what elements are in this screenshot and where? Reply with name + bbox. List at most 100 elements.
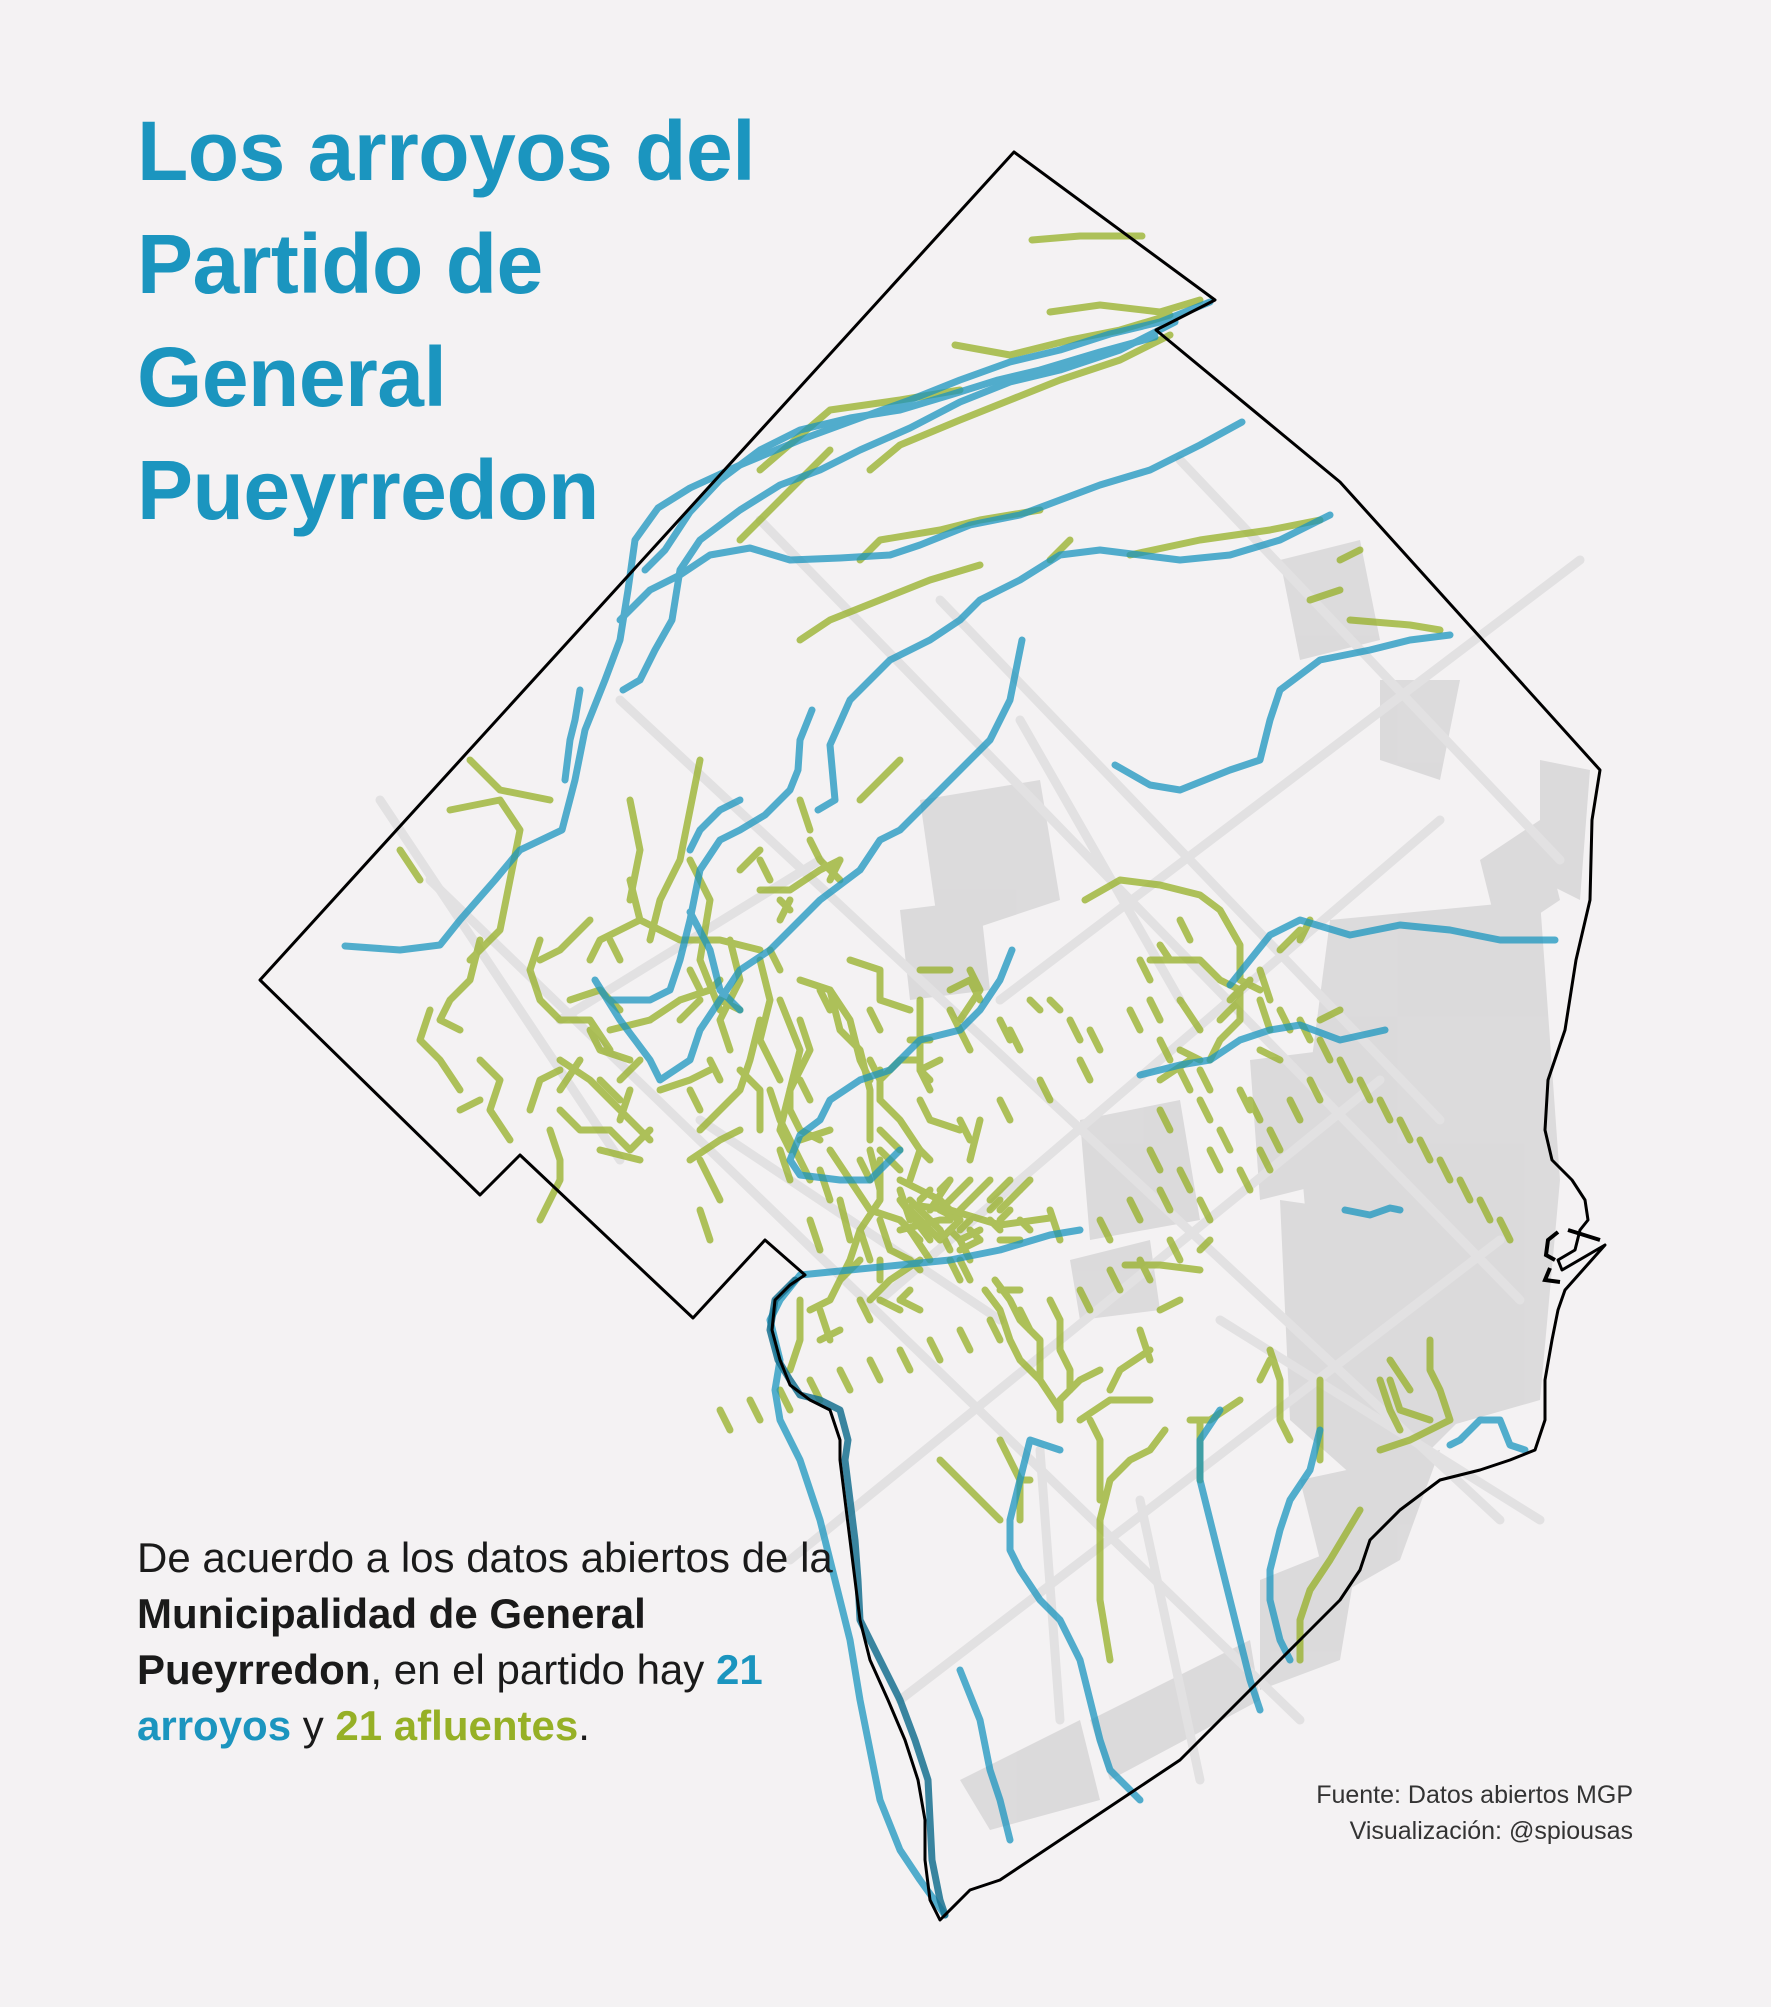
afluente [806, 1216, 824, 1254]
description: De acuerdo a los datos abiertos de la Mu… [137, 1530, 857, 1754]
afluente [736, 446, 834, 544]
afluente [1306, 1076, 1324, 1104]
afluente [856, 1226, 874, 1264]
afluente [646, 756, 704, 944]
afluente [476, 1056, 514, 1144]
afluente [1346, 616, 1444, 634]
arroyo [786, 946, 1016, 1184]
afluente [996, 1016, 1014, 1044]
afluente [1076, 1286, 1094, 1314]
afluente [896, 1346, 914, 1374]
arroyo [1006, 1436, 1144, 1804]
afluente [936, 1456, 1004, 1524]
afluente [776, 896, 794, 914]
afluente [756, 856, 774, 884]
afluente [986, 1316, 1004, 1344]
afluente [1376, 1376, 1404, 1434]
afluente [866, 1356, 884, 1384]
arroyo [1196, 1406, 1264, 1714]
afluente [1336, 1056, 1354, 1084]
afluente [1436, 1156, 1454, 1184]
arroyo [619, 318, 1179, 694]
afluente [1136, 956, 1154, 984]
afluente [1026, 996, 1044, 1014]
afluente [1006, 1026, 1024, 1054]
arroyo [1136, 1021, 1389, 1079]
afluente [596, 1146, 644, 1164]
afluente [656, 1066, 714, 1094]
afluente [1106, 1266, 1124, 1294]
afluente [956, 1326, 974, 1354]
afluente [1236, 1086, 1254, 1114]
afluente [1066, 1016, 1084, 1044]
afluente [936, 1226, 954, 1254]
arroyo [686, 796, 744, 854]
afluente [981, 1286, 1044, 1384]
afluente [926, 1226, 944, 1244]
afluente [746, 1396, 764, 1424]
afluente [1076, 1056, 1094, 1084]
afluente [1216, 1126, 1234, 1154]
afluente [1086, 1416, 1104, 1504]
afluente [396, 846, 424, 884]
afluente [536, 1126, 564, 1224]
afluente [466, 756, 554, 804]
afluente [536, 916, 594, 964]
afluente [1336, 546, 1364, 564]
afluente [796, 561, 984, 644]
afluente [916, 1096, 934, 1124]
afluente [876, 1126, 904, 1154]
visualization-credit: Visualización: @spiousas [1349, 1817, 1633, 1845]
afluente [686, 1126, 744, 1164]
afluente [1456, 1176, 1474, 1204]
afluente [1196, 1096, 1214, 1124]
source-line: Fuente: Datos abiertos MGP [1316, 1781, 1633, 1809]
arroyos-layer [341, 298, 1559, 1919]
title-line-2: Partido de [137, 217, 543, 311]
afluente [946, 1256, 964, 1284]
afluente [908, 1201, 1054, 1229]
afluente [1266, 1346, 1294, 1444]
afluente [1176, 1166, 1194, 1194]
afluente [1096, 1426, 1169, 1664]
afluente [1126, 1006, 1144, 1034]
afluente [1046, 1296, 1064, 1324]
arroyos-count: 21 arroyos [137, 1646, 763, 1749]
afluente [1256, 1046, 1284, 1064]
afluente [596, 1076, 624, 1104]
afluente [1156, 1296, 1184, 1314]
afluente [556, 1056, 584, 1094]
arroyo [766, 1226, 1084, 1919]
afluente [1176, 996, 1204, 1034]
afluente [1246, 1096, 1264, 1124]
arroyo [616, 418, 1246, 624]
arroyo [1341, 1204, 1404, 1219]
afluente [756, 956, 784, 1084]
afluente [926, 1116, 964, 1134]
afluente [1196, 1066, 1214, 1094]
afluente [876, 1296, 904, 1314]
afluente [776, 896, 794, 924]
afluente [1316, 1036, 1334, 1064]
afluentes-count: 21 afluentes [335, 1702, 579, 1749]
afluente [786, 1016, 824, 1144]
afluente [1256, 1356, 1274, 1384]
afluente [796, 1126, 834, 1144]
afluente [916, 996, 934, 1094]
afluente [1266, 1126, 1284, 1154]
afluente [606, 1016, 654, 1034]
afluente [776, 1386, 794, 1414]
description-text-1: De acuerdo a los datos abiertos de la [137, 1534, 833, 1581]
afluente [526, 936, 614, 1054]
afluente [796, 796, 814, 834]
afluente [996, 1096, 1014, 1124]
afluente [1081, 876, 1264, 994]
afluente [986, 1186, 1004, 1204]
afluente [1196, 1196, 1214, 1224]
afluente [956, 966, 984, 1024]
afluente [716, 1406, 734, 1434]
afluente [1276, 926, 1304, 954]
afluente [1046, 996, 1064, 1014]
afluente [866, 1146, 884, 1194]
